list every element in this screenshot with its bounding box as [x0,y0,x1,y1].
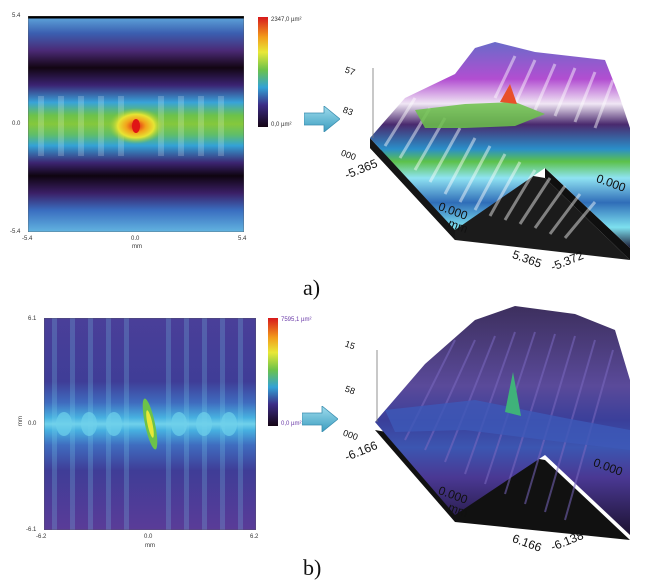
heatmap-a-x-tick: -5.4 [22,236,33,242]
heatmap-b-y-unit: mm [18,416,24,426]
right-arrow-icon [302,406,338,432]
heatmap-a-image [28,16,244,232]
heatmap-a-y-tick: -5.4 [10,229,21,235]
heatmap-b-x-tick: 6.2 [250,534,259,540]
heatmap-a-y-tick: 0.0 [12,121,21,127]
heatmap-a-x-tick: 0.0 [131,236,140,242]
colorbar-b-max-label: 7595,1 µm² [281,317,312,323]
panel-b-label: b) [303,555,322,580]
right-arrow-icon [304,106,340,132]
colorbar-b [268,318,278,426]
heatmap-b-y-tick: -6.1 [26,527,37,533]
heatmap-b-image [44,318,256,530]
heatmap-a-y-tick: 5.4 [12,13,21,19]
colorbar-a-max-label: 2347,0 µm² [271,17,302,23]
heatmap-b-x-tick: 0.0 [144,534,153,540]
colorbar-a [258,17,268,127]
heatmap-a-x-tick: 5.4 [238,236,247,242]
heatmap-b-x-tick: -6.2 [36,534,47,540]
colorbar-b-min-label: 0,0 µm² [281,421,302,427]
heatmap-a-x-unit: mm [132,244,142,250]
heatmap-a [28,16,244,232]
heatmap-b-y-tick: 0.0 [28,421,37,427]
surface-plot-a [345,38,635,276]
surface-plot-b [345,300,635,550]
surface-b-image [375,306,630,540]
surface-a-image [370,42,630,260]
heatmap-b-y-tick: 6.1 [28,316,37,322]
panel-a-label: a) [303,275,321,300]
colorbar-a-min-label: 0,0 µm² [271,122,292,128]
heatmap-b [44,318,256,530]
heatmap-b-x-unit: mm [145,543,155,549]
